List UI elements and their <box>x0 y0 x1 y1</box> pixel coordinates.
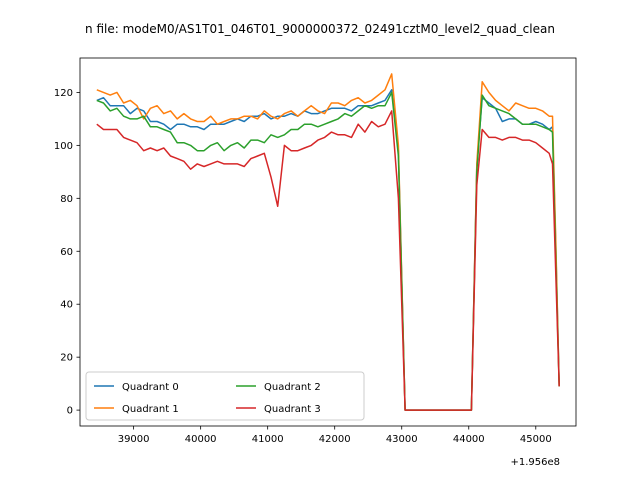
x-tick-label: 44000 <box>453 434 485 445</box>
series-line-quadrant-2 <box>96 91 560 411</box>
series-line-quadrant-3 <box>96 110 560 411</box>
plot-area <box>96 73 560 411</box>
x-axis-offset-label: +1.956e8 <box>510 457 560 468</box>
chart-title: n file: modeM0/AS1T01_046T01_9000000372_… <box>85 22 555 36</box>
x-tick-label: 45000 <box>520 434 552 445</box>
legend-label: Quadrant 2 <box>264 382 321 393</box>
x-tick-label: 41000 <box>252 434 284 445</box>
y-tick-label: 100 <box>54 141 73 152</box>
x-tick-label: 40000 <box>185 434 217 445</box>
y-tick-label: 20 <box>60 353 73 364</box>
x-axis: 39000 40000 41000 42000 43000 44000 45000 <box>118 426 552 445</box>
plot-frame <box>79 57 577 427</box>
x-tick-label: 42000 <box>319 434 351 445</box>
y-tick-label: 60 <box>60 247 73 258</box>
y-tick-label: 40 <box>60 300 73 311</box>
y-tick-label: 120 <box>54 88 73 99</box>
legend-label: Quadrant 1 <box>122 404 179 415</box>
x-tick-label: 43000 <box>386 434 418 445</box>
x-tick-label: 39000 <box>118 434 150 445</box>
legend-label: Quadrant 0 <box>122 382 179 393</box>
y-tick-label: 0 <box>67 406 73 417</box>
series-line-quadrant-1 <box>96 73 560 411</box>
legend-box <box>85 371 365 421</box>
series-line-quadrant-0 <box>96 89 560 411</box>
y-axis: 0 20 40 60 80 100 120 <box>54 88 80 417</box>
legend: Quadrant 0 Quadrant 1 Quadrant 2 Quadrant 3 <box>85 371 365 421</box>
legend-label: Quadrant 3 <box>264 404 321 415</box>
y-tick-label: 80 <box>60 194 73 205</box>
